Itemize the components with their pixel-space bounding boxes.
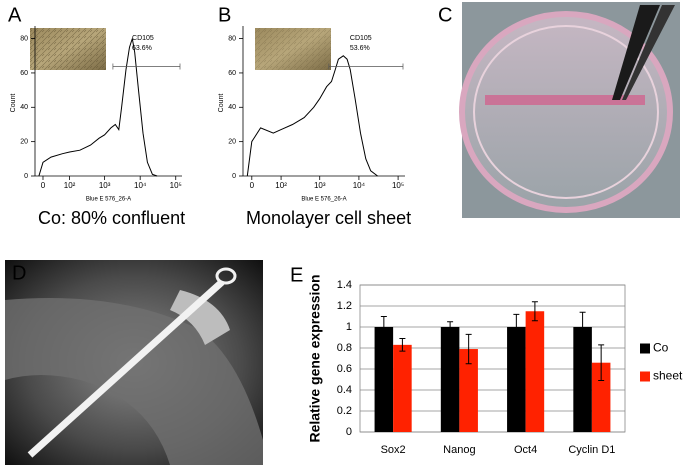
error-bar [380,316,387,338]
panel-label: C [438,4,452,26]
y-tick-label: 0.6 [337,363,352,375]
caption: Monolayer cell sheet [246,208,411,228]
legend-swatch [640,343,650,354]
photo-c [459,2,680,218]
x-tick-label: Sox2 [381,444,406,456]
y-tick-label: 0.4 [337,384,352,396]
histogram-line [246,55,378,177]
bar [573,327,592,432]
legend-swatch [640,371,650,382]
gate-label: 63.6% [132,45,152,52]
gate-label: CD105 [350,35,372,42]
x-tick-label: 10³ [99,181,111,190]
panel-label: A [8,4,22,26]
y-tick-label: 20 [20,138,28,145]
x-tick-label: 10² [275,181,287,190]
panel-label: E [290,264,303,286]
x-tick-label: 10³ [314,181,326,190]
bar [459,349,478,432]
y-tick-label: 1.4 [337,279,352,291]
bar [507,327,526,432]
panel-label: D [12,262,26,284]
y-axis-label: Relative gene expression [307,274,323,442]
y-tick-label: 0.8 [337,342,352,354]
legend-label: sheet [653,369,683,383]
x-tick-label: 0 [41,181,46,190]
bar [440,327,460,432]
x-tick-label: 10⁴ [134,181,147,190]
y-axis-label: Count [10,94,17,113]
histogram-line [38,38,158,177]
legend-label: Co [653,341,669,355]
y-axis-label: Count [218,94,225,113]
caption: Co: 80% confluent [38,208,185,228]
y-tick-label: 40 [20,104,28,111]
x-axis-label: Blue E 576_26-A [301,197,346,203]
x-tick-label: 10⁵ [392,181,404,190]
error-bar [465,333,472,365]
gate [328,63,404,70]
y-tick-label: 0 [232,173,236,180]
x-tick-label: 10⁵ [170,181,182,190]
gate [112,63,181,70]
y-tick-label: 40 [228,104,236,111]
x-tick-label: 10² [64,181,76,190]
y-tick-label: 0 [346,426,352,438]
error-bar [399,338,406,352]
inset-texture [255,28,331,70]
inset-texture [30,28,106,70]
error-bar [513,313,520,341]
x-tick-label: 0 [250,181,255,190]
bar [374,327,394,432]
bar [525,311,545,432]
error-bar [447,321,454,333]
error-bar [579,311,586,343]
panel-label: B [218,4,231,26]
bar [591,362,611,432]
x-tick-label: Cyclin D1 [568,444,615,456]
gate-label: CD105 [132,35,154,42]
bar [393,344,412,432]
y-tick-label: 0.2 [337,405,352,417]
y-tick-label: 0 [24,173,28,180]
y-tick-label: 60 [228,70,236,77]
x-tick-label: Nanog [443,444,475,456]
error-bar [531,301,538,322]
plot-frame [359,284,626,433]
y-tick-label: 1 [346,321,352,333]
y-tick-label: 80 [228,35,236,42]
x-tick-label: 10⁴ [353,181,366,190]
x-axis-label: Blue E 576_26-A [86,197,131,203]
gate-label: 53.6% [350,45,370,52]
y-tick-label: 80 [20,35,28,42]
photo-d [5,260,263,465]
error-bar [598,344,605,382]
y-tick-label: 20 [228,138,236,145]
y-tick-label: 1.2 [337,300,352,312]
x-tick-label: Oct4 [514,444,537,456]
y-tick-label: 60 [20,70,28,77]
